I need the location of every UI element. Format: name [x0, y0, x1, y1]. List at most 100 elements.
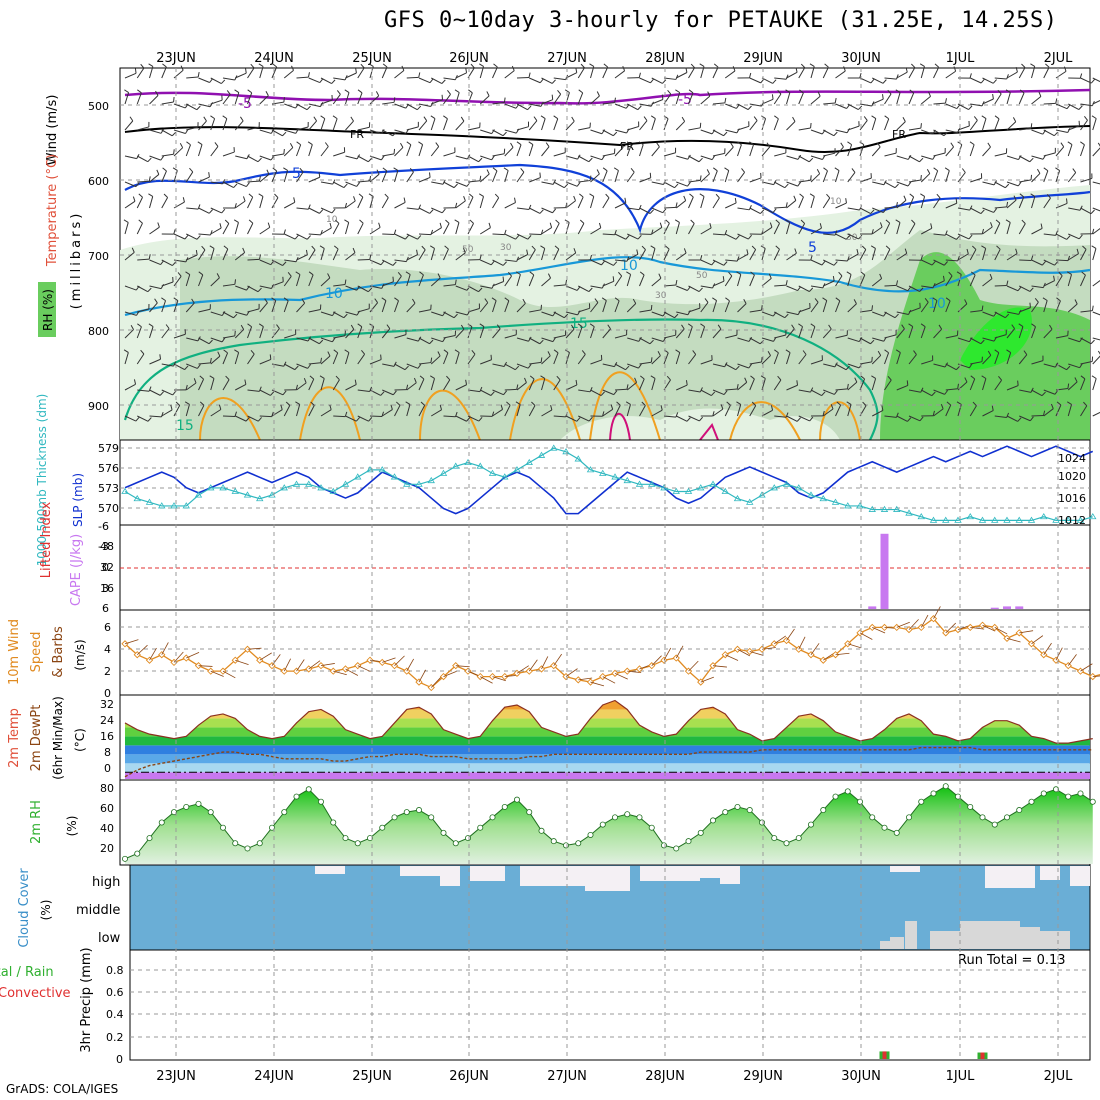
wind-barb-flag: [692, 350, 697, 355]
wind-barb-flag: [299, 167, 304, 173]
rh-point: [146, 835, 153, 842]
wind-barb: [884, 77, 897, 80]
thickness-point: [158, 502, 166, 509]
ylabel-units: (%): [39, 900, 53, 921]
wind-barb-flag: [539, 78, 544, 84]
wind-barb: [724, 275, 733, 287]
wind-barb: [1043, 389, 1056, 395]
wind-barb: [871, 146, 881, 157]
wind-barb: [553, 415, 566, 418]
temp-band: [125, 700, 1090, 710]
wind-barb: [332, 352, 339, 365]
wind-barb-flag: [895, 74, 899, 80]
wind-barb: [271, 153, 284, 157]
wind-barb: [394, 275, 402, 287]
wind-barb: [810, 66, 815, 79]
wind-barb-flag: [579, 219, 585, 224]
rh-point: [869, 814, 876, 821]
wind-barb: [1055, 275, 1063, 287]
wind-barb: [492, 281, 504, 287]
wind-barb: [124, 200, 136, 209]
wind-barb-flag: [465, 379, 468, 385]
wind-barb: [235, 415, 247, 422]
wind-barb-flag: [160, 411, 164, 418]
wind-barb: [798, 223, 806, 235]
wind-barb: [504, 202, 516, 209]
wind-barb-flag: [210, 115, 215, 120]
wind-barb-flag: [394, 297, 399, 302]
wind-barb-flag: [1078, 105, 1083, 110]
wind-barb: [210, 277, 220, 287]
rh-point: [501, 803, 508, 810]
wind-barb-10m: [136, 644, 148, 656]
wind-barb: [970, 103, 983, 107]
wind-barb-flag: [598, 222, 602, 228]
wind-barb-flag: [271, 283, 275, 289]
wind-barb-flag: [638, 72, 641, 78]
wind-barb-flag: [994, 349, 1000, 354]
wind-barb-flag: [971, 245, 977, 250]
wind-barb-flag: [681, 116, 686, 122]
wind-barb-flag: [750, 271, 755, 276]
wind-barb-flag: [417, 363, 422, 369]
wind-barb: [810, 227, 822, 235]
wind-barb: [479, 95, 490, 105]
wind-barb-flag: [767, 350, 771, 356]
wind-barb: [284, 363, 296, 371]
wind-barb-flag: [435, 142, 440, 147]
y-tick: 800: [88, 325, 109, 338]
wind-barb-flag: [327, 273, 331, 279]
wind-barb-flag: [155, 90, 159, 96]
wind-barb: [394, 170, 399, 183]
cloud-low-block: [960, 921, 1020, 949]
wind-barb: [774, 284, 787, 287]
wind-barb: [541, 118, 546, 131]
wind-barb-flag: [826, 193, 831, 199]
wind-barb: [982, 98, 994, 105]
date-label-top: 27JUN: [547, 51, 587, 66]
wind-barb: [357, 180, 370, 183]
wind-barb-flag: [602, 167, 608, 172]
wind-barb-flag: [902, 117, 906, 122]
wind-barb: [970, 337, 982, 345]
rh-point: [685, 838, 692, 845]
rh-point: [489, 814, 496, 821]
date-label-bottom: 25JUN: [352, 1069, 392, 1084]
wind-barb-flag: [270, 155, 275, 161]
wind-barb: [994, 379, 1003, 391]
wind-barb-flag: [283, 167, 288, 171]
wind-barb-flag: [675, 279, 678, 286]
rh-point: [122, 855, 129, 862]
wind-barb: [577, 354, 586, 365]
thickness-line: [124, 447, 1093, 521]
wind-barb-flag: [638, 363, 642, 369]
wind-speed-point: [207, 667, 215, 675]
wind-barb: [553, 311, 565, 319]
rh-point: [906, 814, 913, 821]
wind-barb: [455, 285, 468, 291]
contour-label: -5: [678, 92, 692, 108]
wind-barb: [492, 389, 504, 396]
wind-barb: [186, 363, 198, 369]
wind-barb-flag: [173, 96, 175, 103]
wind-barb-flag: [332, 115, 338, 120]
wind-barb: [186, 76, 199, 79]
wind-barb-flag: [571, 116, 575, 122]
wind-barb: [761, 409, 773, 417]
wind-barb-flag: [306, 235, 311, 240]
wind-barb-flag: [565, 202, 568, 208]
wind-barb-flag: [968, 363, 973, 369]
wind-barb-flag: [882, 208, 887, 213]
wind-barb: [1092, 181, 1100, 185]
wind-barb: [908, 354, 917, 365]
wind-barb-flag: [766, 142, 771, 148]
rh-point: [918, 798, 925, 805]
wind-barb: [786, 384, 798, 391]
wind-barb-flag: [350, 324, 355, 330]
wind-barb: [1018, 354, 1028, 365]
wind-barb-flag: [981, 115, 987, 119]
wind-barb: [504, 388, 517, 391]
wind-barb: [431, 207, 443, 214]
wind-barb-flag: [357, 323, 363, 328]
wind-barb-flag: [216, 273, 220, 278]
